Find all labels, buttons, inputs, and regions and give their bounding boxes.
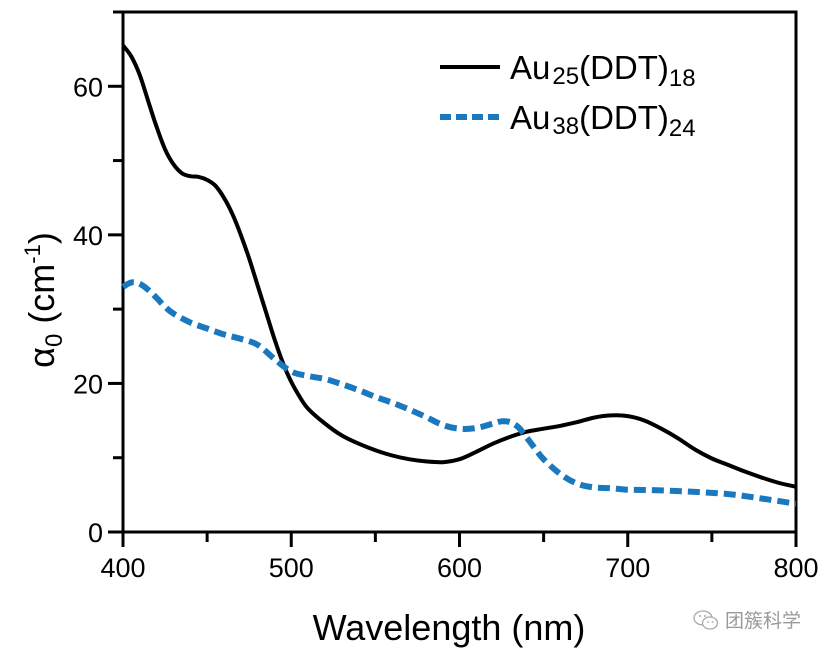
y-axis-title-sup: -1 bbox=[20, 244, 45, 264]
x-tick-label: 800 bbox=[773, 553, 818, 583]
y-axis-title: α0 (cm-1) bbox=[20, 232, 68, 368]
y-axis-title-close: ) bbox=[21, 232, 62, 244]
x-axis-title: Wavelength (nm) bbox=[313, 607, 586, 648]
y-tick-label: 60 bbox=[73, 72, 103, 102]
wechat-icon bbox=[693, 609, 719, 631]
axis-ticks bbox=[108, 84, 798, 547]
x-tick-label: 400 bbox=[100, 553, 145, 583]
series-line-au38 bbox=[121, 279, 797, 507]
legend: Au25(DDT)18 Au38(DDT)24 bbox=[440, 49, 696, 142]
x-tick-label: 600 bbox=[437, 553, 482, 583]
series-lines bbox=[121, 44, 797, 507]
y-tick-label: 0 bbox=[88, 518, 103, 548]
y-axis-title-sub: 0 bbox=[41, 334, 68, 347]
plot-frame bbox=[113, 10, 798, 534]
svg-text:α0 (cm-1): α0 (cm-1) bbox=[20, 232, 68, 368]
legend-label-au38: Au38(DDT)24 bbox=[510, 99, 696, 142]
watermark-text: 团簇科学 bbox=[725, 610, 802, 632]
x-tick-label: 700 bbox=[605, 553, 650, 583]
y-tick-label: 40 bbox=[73, 221, 103, 251]
y-tick-label: 20 bbox=[73, 369, 103, 399]
x-tick-label: 500 bbox=[269, 553, 314, 583]
legend-label-au25: Au25(DDT)18 bbox=[510, 49, 696, 92]
tick-labels: 400 500 600 700 800 0 20 40 60 bbox=[73, 72, 819, 583]
y-axis-title-unit: (cm bbox=[21, 264, 62, 334]
watermark: 团簇科学 bbox=[693, 606, 801, 633]
series-line-au25 bbox=[121, 44, 797, 489]
y-axis-title-symbol: α bbox=[21, 347, 62, 368]
